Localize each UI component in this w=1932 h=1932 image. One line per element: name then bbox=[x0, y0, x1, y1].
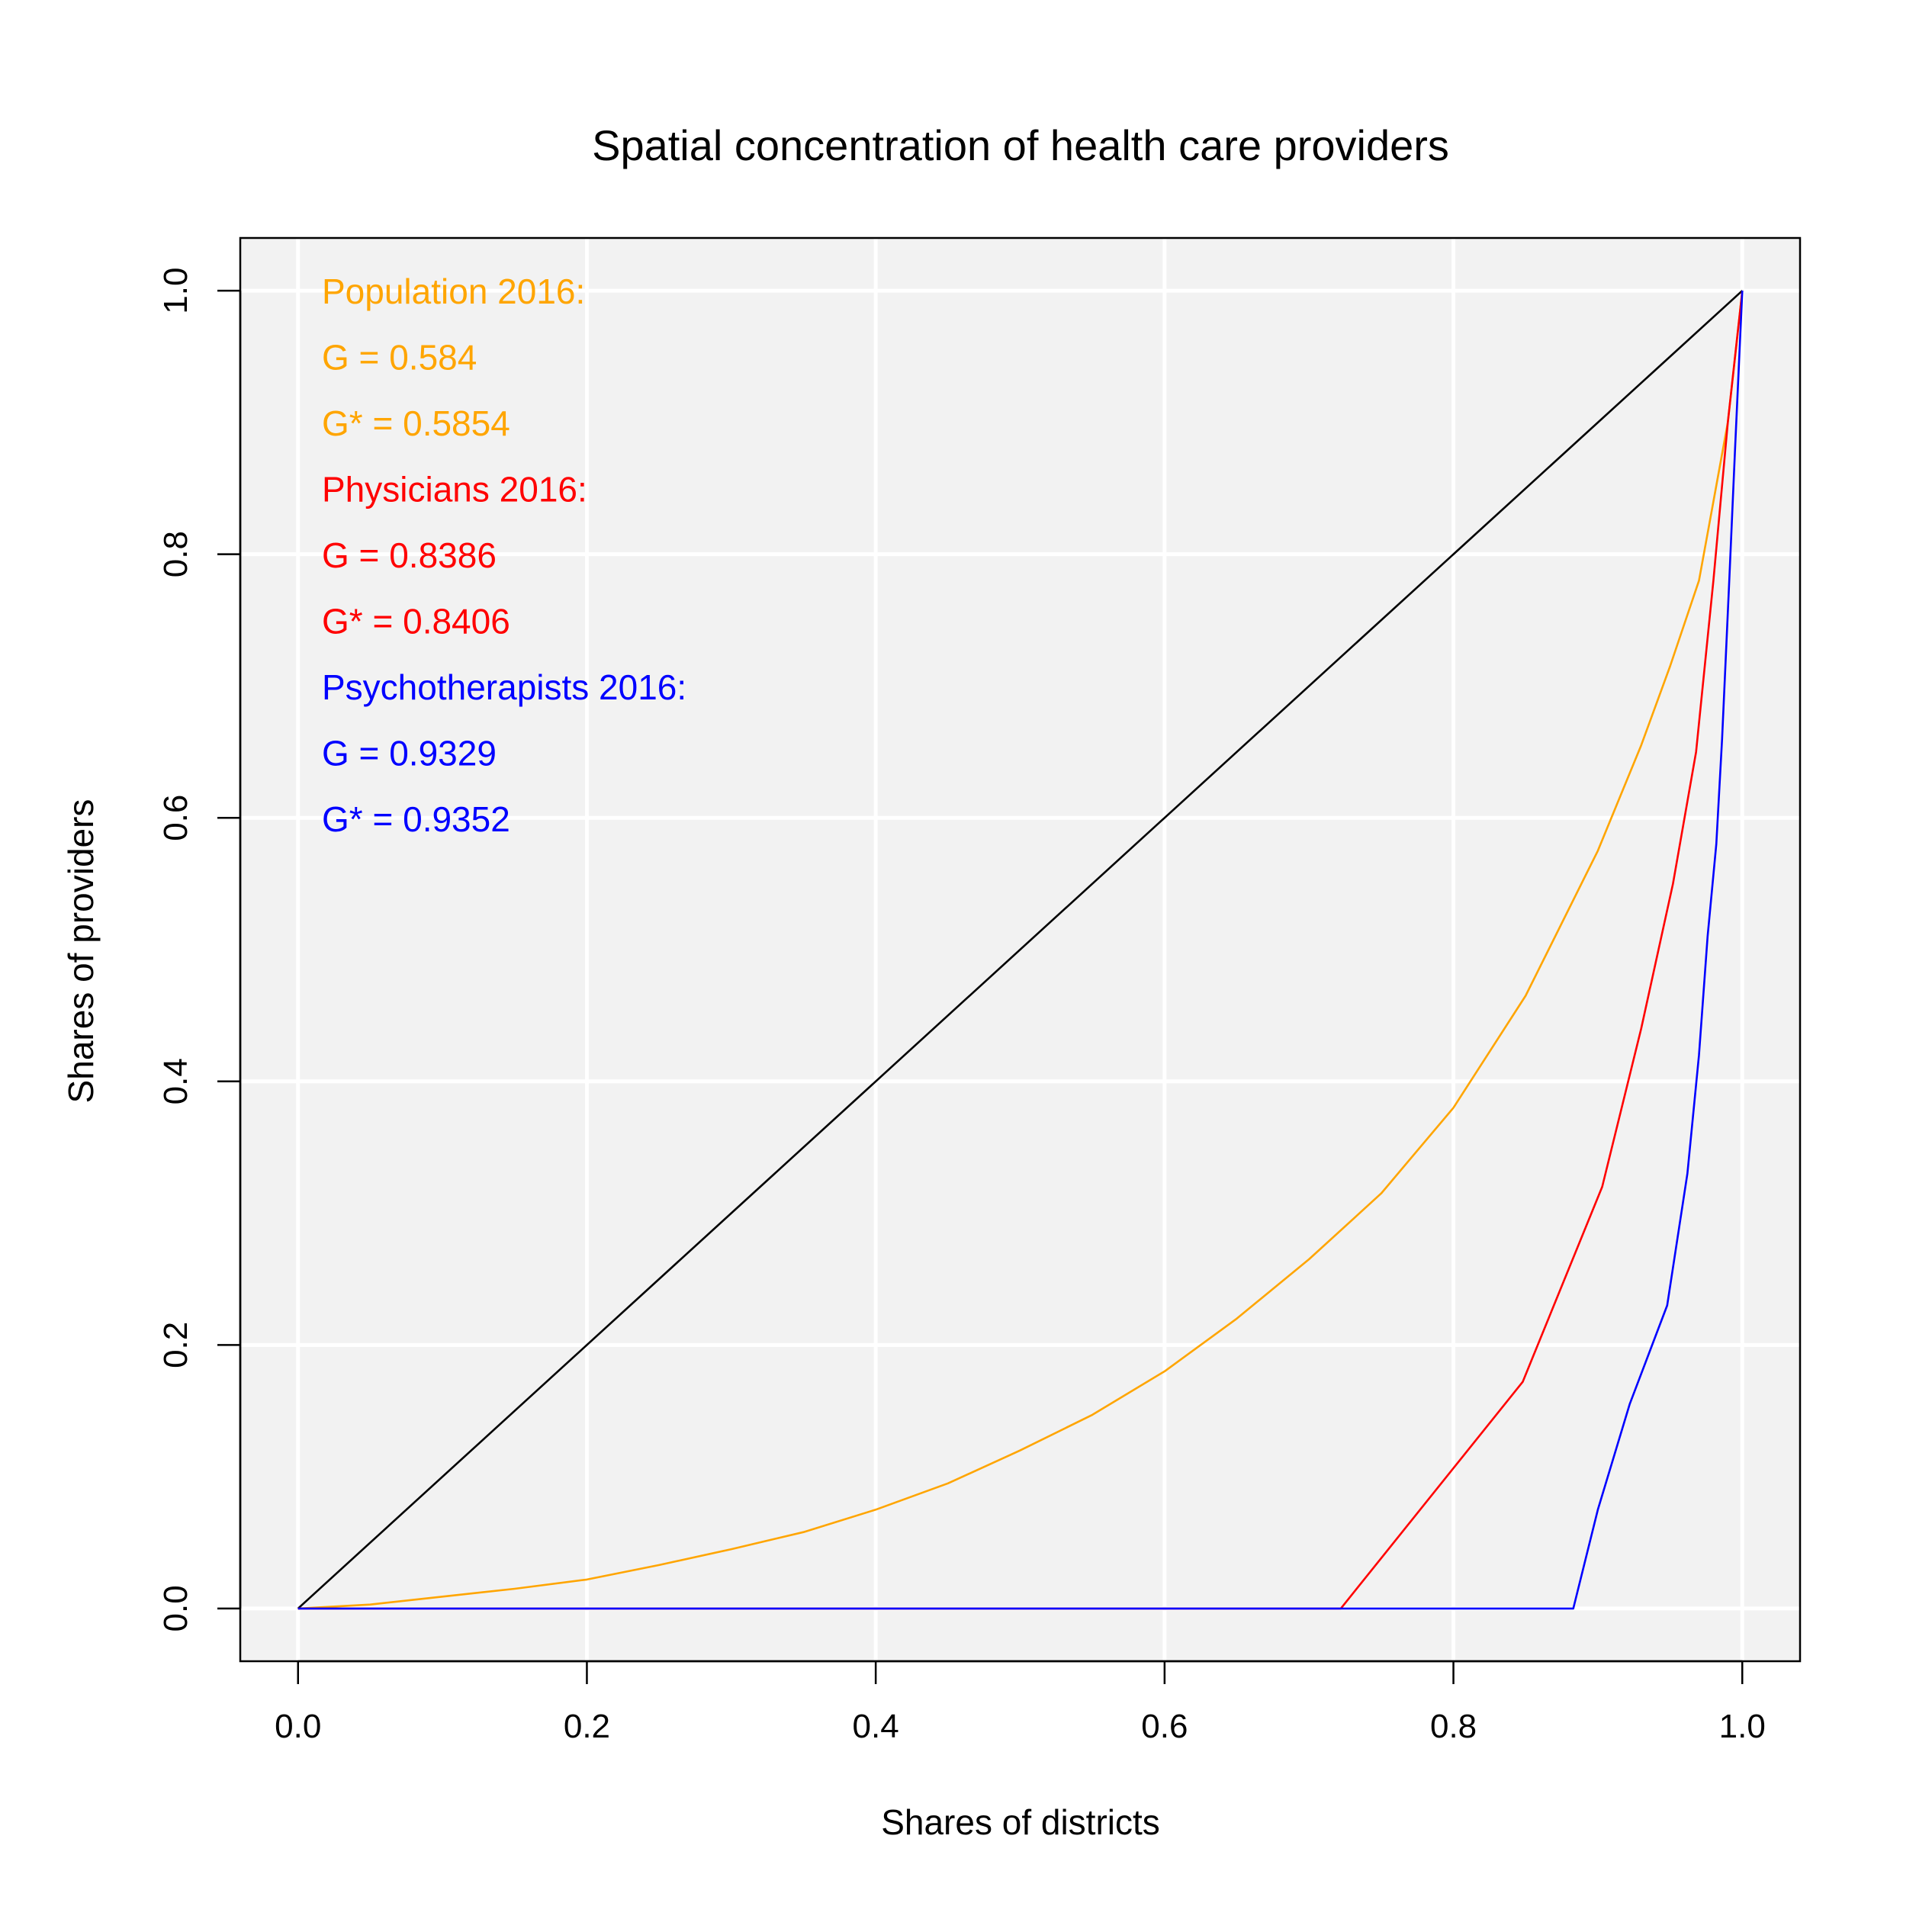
series-line-0 bbox=[297, 290, 1744, 1609]
annotation-line: G* = 0.8406 bbox=[322, 602, 510, 641]
x-tick-label: 0.0 bbox=[275, 1708, 321, 1745]
annotation-line: G = 0.8386 bbox=[322, 535, 497, 575]
y-tick-label: 0.4 bbox=[157, 1058, 194, 1104]
x-tick-label: 0.2 bbox=[564, 1708, 610, 1745]
y-tick-label: 0.8 bbox=[157, 531, 194, 577]
y-tick-label: 0.6 bbox=[157, 795, 194, 841]
y-tick-label: 0.0 bbox=[157, 1585, 194, 1631]
annotation-line: G* = 0.5854 bbox=[322, 403, 510, 443]
x-tick-label: 1.0 bbox=[1719, 1708, 1766, 1745]
x-tick-label: 0.8 bbox=[1430, 1708, 1477, 1745]
series-lines bbox=[297, 290, 1744, 1610]
annotation-line: G = 0.584 bbox=[322, 338, 477, 378]
x-tick-label: 0.6 bbox=[1141, 1708, 1188, 1745]
y-tick-label: 1.0 bbox=[157, 268, 194, 314]
series-line-1 bbox=[297, 290, 1744, 1610]
annotation-line: Population 2016: bbox=[322, 272, 585, 311]
annotation-line: G* = 0.9352 bbox=[322, 799, 510, 839]
annotation-line: G = 0.9329 bbox=[322, 734, 497, 773]
x-tick-label: 0.4 bbox=[853, 1708, 899, 1745]
y-axis: 0.0 0.2 0.4 0.6 0.8 1.0 bbox=[157, 268, 242, 1631]
series-line-3 bbox=[297, 291, 1744, 1610]
annotation-line: Psychotherapists 2016: bbox=[322, 667, 686, 707]
y-axis-label: Shares of providers bbox=[61, 799, 101, 1104]
y-tick-label: 0.2 bbox=[157, 1322, 194, 1368]
annotation-line: Physicians 2016: bbox=[322, 470, 587, 510]
chart-title: Spatial concentration of health care pro… bbox=[592, 121, 1449, 169]
gini-annotations: Population 2016: G = 0.584 G* = 0.5854 Phys… bbox=[322, 272, 686, 839]
x-axis-label: Shares of districts bbox=[881, 1802, 1160, 1842]
series-line-2 bbox=[297, 290, 1744, 1610]
x-axis: 0.0 0.2 0.4 0.6 0.8 1.0 bbox=[275, 1660, 1766, 1745]
